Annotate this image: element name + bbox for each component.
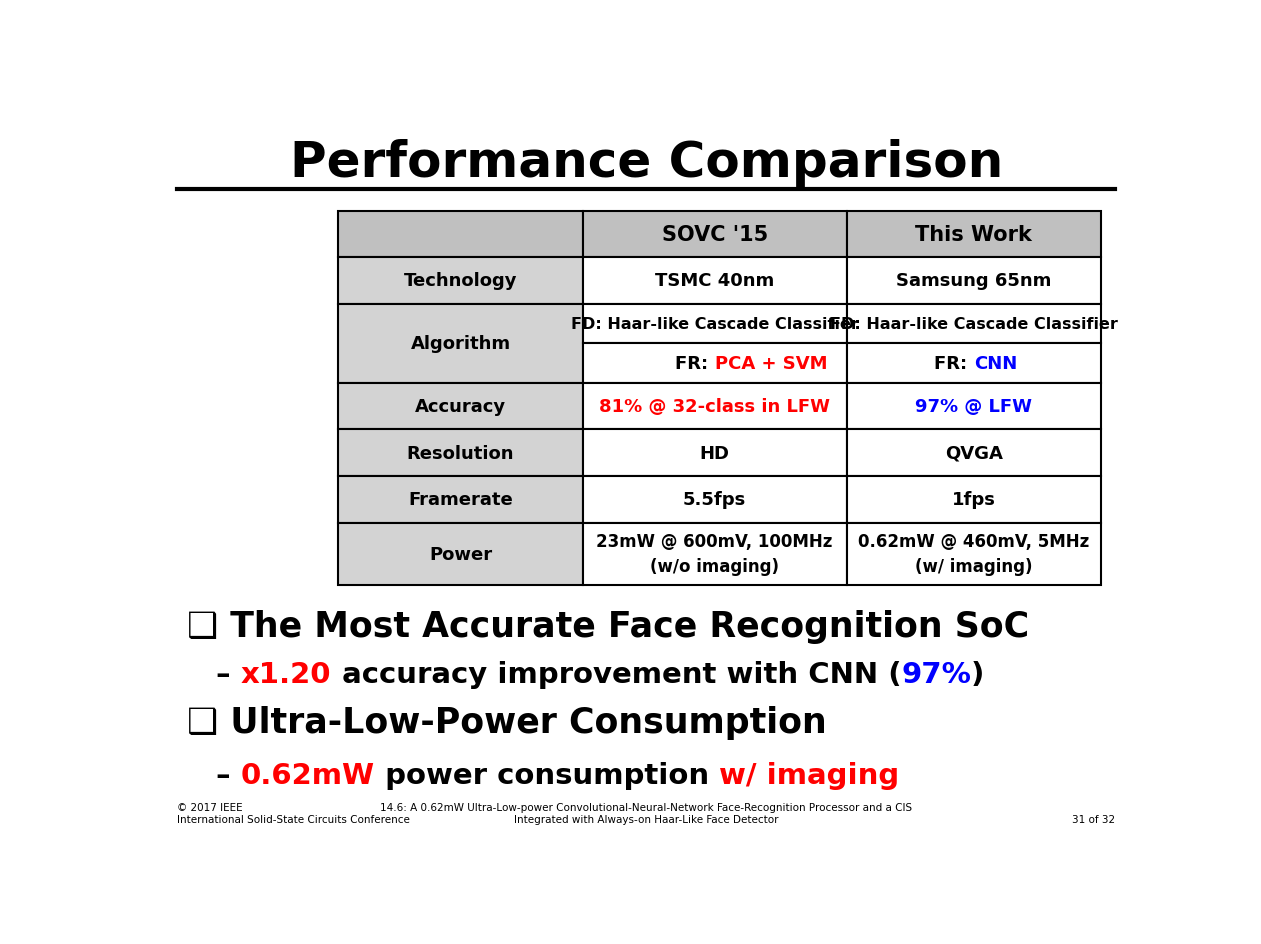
Text: 1fps: 1fps [952,491,996,509]
Bar [338,258,583,304]
Text: ❑ The Most Accurate Face Recognition SoC: ❑ The Most Accurate Face Recognition SoC [187,609,1029,643]
Bar [846,211,1101,258]
Text: SOVC '15: SOVC '15 [662,225,768,244]
Text: FR:: FR: [934,355,973,373]
Text: Technology: Technology [404,272,517,290]
Bar [338,523,583,586]
Text: FD: Haar-like Cascade Classifier: FD: Haar-like Cascade Classifier [571,316,859,331]
Bar [846,523,1101,586]
Bar [583,523,846,586]
Text: 0.62mW @ 460mV, 5MHz
(w/ imaging): 0.62mW @ 460mV, 5MHz (w/ imaging) [857,532,1090,576]
Bar [583,430,846,477]
Text: PCA + SVM: PCA + SVM [715,355,827,373]
Bar [583,304,846,344]
Text: ❑ Ultra-Low-Power Consumption: ❑ Ultra-Low-Power Consumption [187,706,827,740]
Bar [846,258,1101,304]
Text: 31 of 32: 31 of 32 [1072,814,1115,824]
Bar [846,344,1101,383]
Text: 5.5fps: 5.5fps [683,491,747,509]
Text: CNN: CNN [973,355,1016,373]
Bar [846,383,1101,430]
Bar [338,304,583,383]
Text: 14.6: A 0.62mW Ultra-Low-power Convolutional-Neural-Network Face-Recognition Pro: 14.6: A 0.62mW Ultra-Low-power Convoluti… [381,802,912,824]
Text: 0.62mW: 0.62mW [241,762,375,789]
Text: Algorithm: Algorithm [411,335,511,353]
Text: Power: Power [429,546,492,564]
Text: –: – [217,762,241,789]
Text: Accuracy: Accuracy [415,397,506,415]
Bar [583,477,846,523]
Text: w/ imaging: w/ imaging [719,762,899,789]
Text: Samsung 65nm: Samsung 65nm [897,272,1052,290]
Text: accuracy improvement with CNN (: accuracy improvement with CNN ( [332,660,902,688]
Bar [338,383,583,430]
Text: power consumption: power consumption [375,762,719,789]
Bar [846,477,1101,523]
Text: 97%: 97% [902,660,971,688]
Bar [846,304,1101,344]
Text: QVGA: QVGA [944,445,1002,463]
Bar [583,344,846,383]
Text: TSMC 40nm: TSMC 40nm [654,272,774,290]
Text: x1.20: x1.20 [241,660,332,688]
Text: FD: Haar-like Cascade Classifier: FD: Haar-like Cascade Classifier [830,316,1117,331]
Bar [583,258,846,304]
Bar [846,430,1101,477]
Bar [338,430,583,477]
Text: Performance Comparison: Performance Comparison [290,139,1002,187]
Text: This Work: This Work [915,225,1031,244]
Text: –: – [217,660,241,688]
Bar [338,477,583,523]
Text: 97% @ LFW: 97% @ LFW [915,397,1033,415]
Bar [583,383,846,430]
Text: Resolution: Resolution [407,445,514,463]
Bar [338,211,583,258]
Text: HD: HD [700,445,730,463]
Bar [583,211,846,258]
Text: FR:: FR: [676,355,715,373]
Text: Framerate: Framerate [409,491,513,509]
Text: 81% @ 32-class in LFW: 81% @ 32-class in LFW [599,397,830,415]
Text: © 2017 IEEE
International Solid-State Circuits Conference: © 2017 IEEE International Solid-State Ci… [177,802,410,824]
Text: ): ) [971,660,985,688]
Text: 23mW @ 600mV, 100MHz
(w/o imaging): 23mW @ 600mV, 100MHz (w/o imaging) [596,532,832,576]
